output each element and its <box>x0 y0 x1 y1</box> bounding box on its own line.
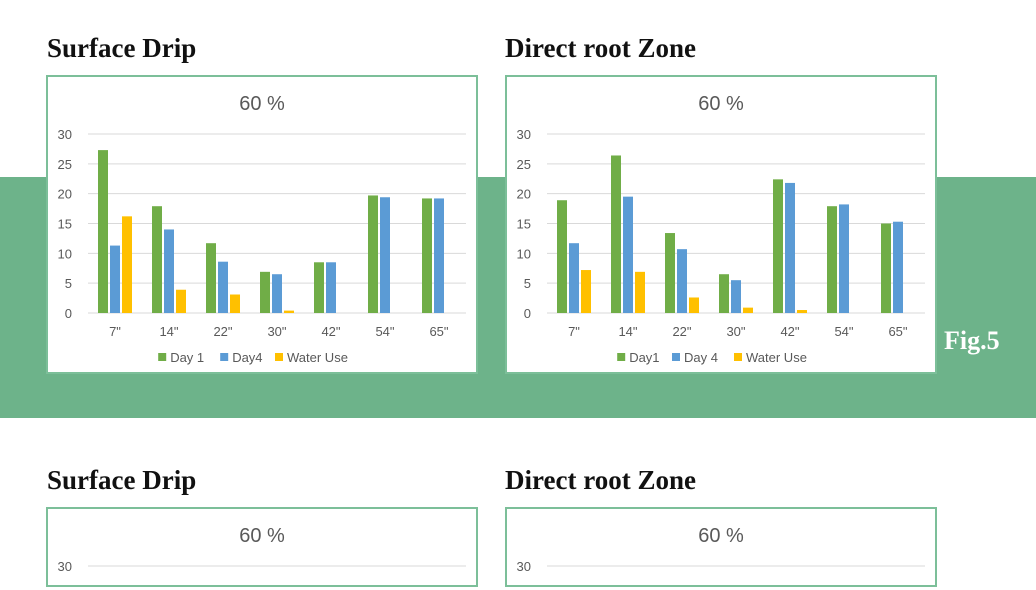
bar-day1 <box>719 274 729 313</box>
y-tick-label: 15 <box>517 217 531 232</box>
legend-label: Water Use <box>287 350 348 365</box>
y-tick-label: 25 <box>58 157 72 172</box>
figure-label: Fig.5 <box>944 326 1000 355</box>
x-tick-label: 22" <box>672 324 691 339</box>
bar-chart: 60 % 30 <box>517 525 925 574</box>
legend-label: Day 4 <box>684 350 718 365</box>
y-tick-label: 10 <box>517 246 531 261</box>
legend: Day1 Day 4 Water Use <box>617 350 807 365</box>
chart-title: 60 % <box>698 525 744 547</box>
legend-swatch <box>275 353 283 361</box>
legend-swatch <box>734 353 742 361</box>
bar-day-1 <box>368 195 378 313</box>
legend-label: Day1 <box>629 350 659 365</box>
chart-title: 60 % <box>239 525 285 547</box>
bar-day1 <box>827 206 837 313</box>
bar-day-4 <box>569 243 579 313</box>
bar-day4 <box>380 197 390 313</box>
bar-day-1 <box>314 262 324 313</box>
x-tick-label: 14" <box>159 324 178 339</box>
bar-day1 <box>611 155 621 313</box>
bar-water-use <box>230 294 240 313</box>
bar-day-4 <box>785 182 795 313</box>
panel-heading: Surface Drip <box>47 465 197 495</box>
bar-day1 <box>557 200 567 313</box>
bar-water-use <box>689 297 699 313</box>
panel-heading: Direct root Zone <box>505 33 696 63</box>
bar-day4 <box>272 274 282 313</box>
y-tick-label: 5 <box>524 276 531 291</box>
y-tick-label: 0 <box>524 306 531 321</box>
bar-day-1 <box>206 243 216 313</box>
x-tick-label: 65" <box>429 324 448 339</box>
bar-day4 <box>326 262 336 313</box>
bar-day1 <box>665 233 675 313</box>
bar-day-1 <box>422 198 432 313</box>
x-tick-label: 30" <box>267 324 286 339</box>
bar-day-1 <box>98 150 108 313</box>
bar-day4 <box>164 229 174 313</box>
x-tick-label: 42" <box>780 324 799 339</box>
chart-title: 60 % <box>698 93 744 115</box>
x-tick-label: 30" <box>726 324 745 339</box>
bar-day4 <box>110 245 120 313</box>
x-tick-label: 22" <box>213 324 232 339</box>
panel-heading: Surface Drip <box>47 33 197 63</box>
chart-panel-surface-drip: 60 % 0 5 10 15 20 25 30 7" 14" 22" 30" 42" 54" 65" Day … <box>46 75 478 374</box>
x-tick-label: 65" <box>888 324 907 339</box>
bar-day-4 <box>893 221 903 313</box>
y-tick-label: 20 <box>517 187 531 202</box>
chart-panel-surface-drip-2: 60 % 30 <box>46 507 478 587</box>
chart-panel-direct-root-zone: 60 % 0 5 10 15 20 25 30 7" 14" 22" 30" 42" 54" 65" Day1… <box>505 75 937 374</box>
legend-swatch <box>617 353 626 361</box>
y-tick-label: 5 <box>65 276 72 291</box>
bar-day-4 <box>623 196 633 313</box>
x-tick-label: 7" <box>568 324 580 339</box>
x-tick-label: 42" <box>321 324 340 339</box>
y-tick-label: 10 <box>58 246 72 261</box>
legend-swatch <box>672 353 680 361</box>
legend-label: Day 1 <box>170 350 204 365</box>
bar-water-use <box>284 310 294 313</box>
legend: Day 1 Day4 Water Use <box>158 350 348 365</box>
y-tick-label: 20 <box>58 187 72 202</box>
chart-title: 60 % <box>239 93 285 115</box>
bar-water-use <box>635 271 645 313</box>
bar-day4 <box>218 261 228 313</box>
panel-heading: Direct root Zone <box>505 465 696 495</box>
bar-day1 <box>881 223 891 313</box>
bar-chart: 60 % 0 5 10 15 20 25 30 7" 14" 22" 30" 42" 54" 65" Day … <box>58 93 466 365</box>
bar-day-4 <box>731 280 741 313</box>
x-tick-label: 54" <box>834 324 853 339</box>
bar-day4 <box>434 198 444 313</box>
legend-swatch <box>158 353 167 361</box>
bar-day-4 <box>839 204 849 313</box>
bar-water-use <box>122 216 132 313</box>
y-tick-label: 30 <box>58 127 72 142</box>
bar-day-1 <box>152 206 162 313</box>
legend-swatch <box>220 353 229 361</box>
x-tick-label: 54" <box>375 324 394 339</box>
chart-panel-direct-root-zone-2: 60 % 30 <box>505 507 937 587</box>
bar-chart: 60 % 30 <box>58 525 466 574</box>
y-tick-label: 25 <box>517 157 531 172</box>
x-tick-label: 7" <box>109 324 121 339</box>
bar-water-use <box>581 270 591 313</box>
y-tick-label: 30 <box>58 559 72 574</box>
bar-water-use <box>797 310 807 313</box>
bar-day1 <box>773 179 783 313</box>
bar-day-4 <box>677 249 687 313</box>
bar-day-1 <box>260 271 270 313</box>
legend-label: Day4 <box>232 350 262 365</box>
x-tick-label: 14" <box>618 324 637 339</box>
y-tick-label: 0 <box>65 306 72 321</box>
bar-water-use <box>176 289 186 313</box>
y-tick-label: 15 <box>58 217 72 232</box>
legend-label: Water Use <box>746 350 807 365</box>
y-tick-label: 30 <box>517 559 531 574</box>
bar-chart: 60 % 0 5 10 15 20 25 30 7" 14" 22" 30" 42" 54" 65" Day1… <box>517 93 925 365</box>
y-tick-label: 30 <box>517 127 531 142</box>
bar-water-use <box>743 307 753 313</box>
